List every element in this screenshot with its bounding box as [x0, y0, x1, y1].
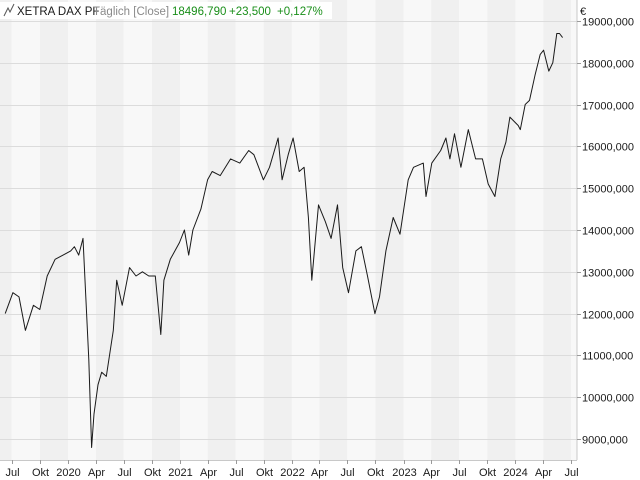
x-tick-label: Apr	[200, 467, 217, 479]
price-line	[4, 33, 563, 448]
x-tick-label: Okt	[479, 467, 496, 479]
line-chart-icon	[3, 3, 15, 17]
y-tick-label: 13000,000	[582, 268, 634, 280]
header-box	[0, 2, 332, 19]
last-value: 18496,790	[172, 6, 226, 18]
x-tick-label: Apr	[88, 467, 105, 479]
instrument-name: XETRA DAX PF	[17, 6, 99, 18]
x-axis: Jul Okt 2020 Apr Jul Okt 2021 Apr Jul Okt 2022 Apr J…	[5, 460, 579, 479]
x-tick-label: 2020	[56, 467, 80, 479]
y-tick-label: 19000,000	[582, 17, 634, 29]
x-tick-label: Apr	[311, 467, 328, 479]
x-tick-label: Okt	[32, 467, 49, 479]
x-tick-label: Okt	[256, 467, 273, 479]
price-line-group	[4, 33, 563, 448]
y-axis: 9000,000 10000,000 11000,000 12000,000 13000…	[577, 17, 634, 447]
y-tick-label: 9000,000	[582, 435, 628, 447]
x-tick-label: Apr	[423, 467, 440, 479]
x-tick-label: Okt	[144, 467, 161, 479]
x-tick-label: 2024	[503, 467, 527, 479]
x-tick-label: Jul	[564, 467, 578, 479]
currency-label: €	[580, 6, 586, 18]
x-tick-label: Jul	[340, 467, 354, 479]
change-percent: +0,127%	[277, 6, 323, 18]
y-tick-label: 10000,000	[582, 393, 634, 405]
x-tick-label: Jul	[117, 467, 131, 479]
interval-label: Täglich [Close]	[93, 6, 169, 18]
x-tick-label: 2022	[280, 467, 304, 479]
x-tick-label: Apr	[535, 467, 552, 479]
y-tick-label: 12000,000	[582, 310, 634, 322]
y-tick-label: 11000,000	[582, 351, 633, 363]
x-tick-label: 2023	[392, 467, 416, 479]
change-absolute: +23,500	[229, 6, 271, 18]
x-tick-label: Okt	[367, 467, 384, 479]
y-tick-label: 17000,000	[582, 101, 634, 113]
y-tick-label: 15000,000	[582, 184, 634, 196]
y-tick-label: 14000,000	[582, 226, 634, 238]
x-tick-label: Jul	[5, 467, 19, 479]
x-tick-label: Jul	[452, 467, 466, 479]
y-tick-label: 16000,000	[582, 142, 634, 154]
x-tick-label: 2021	[168, 467, 192, 479]
y-tick-label: 18000,000	[582, 59, 634, 71]
x-tick-label: Jul	[229, 467, 243, 479]
